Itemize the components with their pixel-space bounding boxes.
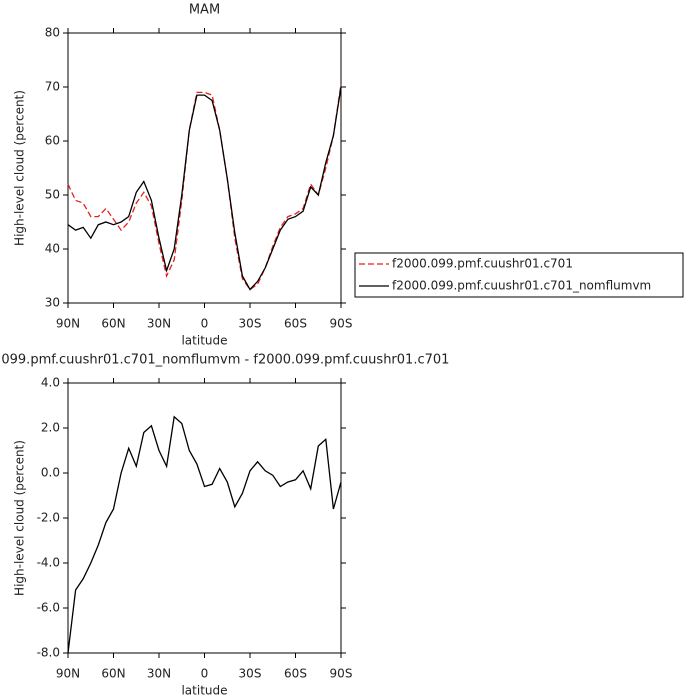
y-tick-label: -8.0 <box>37 646 60 660</box>
x-tick-label: 30S <box>239 667 262 681</box>
series-line <box>67 86 342 291</box>
x-tick-label: 90N <box>56 317 80 331</box>
chart-title: f2000.099.pmf.cuushr01.c701_nomflumvm - … <box>0 353 449 368</box>
x-tick-label: 60N <box>101 317 125 331</box>
series-line <box>67 415 342 654</box>
x-tick-label: 0 <box>201 317 209 331</box>
x-axis-label: latitude <box>181 334 227 348</box>
plot-frame <box>67 32 342 304</box>
y-axis-label: High-level cloud (percent) <box>13 90 27 246</box>
y-tick-label: 50 <box>45 188 60 202</box>
x-tick-label: 30S <box>239 317 262 331</box>
x-tick-label: 90S <box>330 667 353 681</box>
x-tick-label: 60S <box>284 667 307 681</box>
y-tick-label: -2.0 <box>37 511 60 525</box>
y-tick-label: 30 <box>45 296 60 310</box>
plot-frame <box>67 382 342 654</box>
y-tick-label: 60 <box>45 134 60 148</box>
y-tick-label: 80 <box>45 26 60 40</box>
y-tick-label: 70 <box>45 80 60 94</box>
y-tick-label: 4.0 <box>41 376 60 390</box>
y-tick-label: 0.0 <box>41 466 60 480</box>
x-axis-label: latitude <box>181 684 227 698</box>
chart-title: MAM <box>189 3 220 18</box>
x-tick-label: 90N <box>56 667 80 681</box>
x-tick-label: 90S <box>330 317 353 331</box>
series-line <box>67 84 342 291</box>
x-tick-label: 60N <box>101 667 125 681</box>
y-axis-label: High-level cloud (percent) <box>13 440 27 596</box>
legend-label: f2000.099.pmf.cuushr01.c701 <box>392 257 573 271</box>
legend-label: f2000.099.pmf.cuushr01.c701_nomflumvm <box>392 279 651 293</box>
y-tick-label: -4.0 <box>37 556 60 570</box>
y-tick-label: 40 <box>45 242 60 256</box>
y-tick-label: -6.0 <box>37 601 60 615</box>
x-tick-label: 30N <box>147 667 171 681</box>
y-tick-label: 2.0 <box>41 421 60 435</box>
x-tick-label: 30N <box>147 317 171 331</box>
x-tick-label: 60S <box>284 317 307 331</box>
x-tick-label: 0 <box>201 667 209 681</box>
legend-box <box>354 252 684 298</box>
